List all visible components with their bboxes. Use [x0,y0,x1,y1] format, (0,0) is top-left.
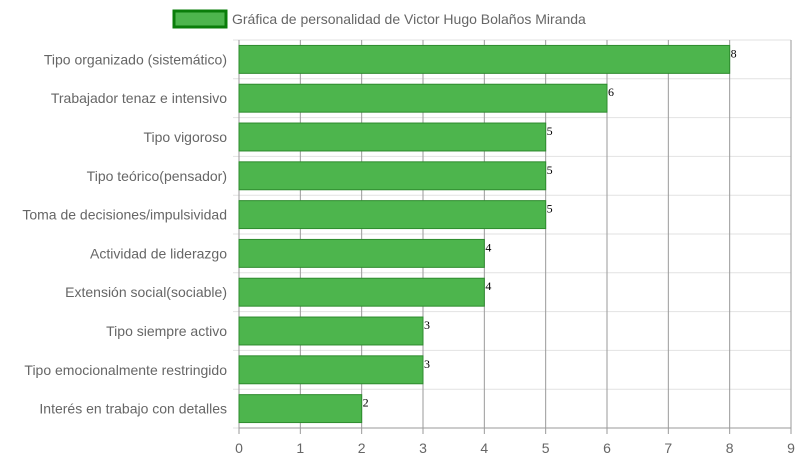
x-tick-label: 0 [235,440,243,456]
category-label: Extensión social(sociable) [65,284,227,300]
x-tick-label: 7 [664,440,672,456]
bar [238,355,424,385]
value-labels: 8 6 5 5 5 4 4 3 3 2 [363,46,737,409]
x-tick-label: 4 [480,440,488,456]
legend: Gráfica de personalidad de Victor Hugo B… [172,9,586,29]
legend-swatch [172,9,228,29]
category-label: Tipo organizado (sistemático) [44,51,227,67]
value-label: 3 [424,357,430,371]
value-label: 8 [731,46,737,60]
bars [238,44,731,424]
legend-entry-label: Gráfica de personalidad de Victor Hugo B… [232,11,586,27]
x-tick-label: 9 [787,440,795,456]
category-label: Trabajador tenaz e intensivo [51,90,227,106]
value-label: 6 [608,85,614,99]
bar [238,394,363,424]
x-tick-label: 6 [603,440,611,456]
category-label: Tipo siempre activo [106,323,227,339]
x-tick-label: 2 [358,440,366,456]
value-label: 5 [547,163,553,177]
value-label: 3 [424,318,430,332]
bar [238,277,485,307]
x-tick-labels: 0 1 2 3 4 5 6 7 8 9 [235,440,795,456]
bar [238,83,608,113]
bar [238,238,485,268]
category-label: Actividad de liderazgo [90,245,227,261]
bar [238,44,731,74]
bar [238,200,547,230]
category-label: Tipo emocionalmente restringido [24,362,227,378]
bar [238,161,547,191]
category-label: Tipo teórico(pensador) [87,168,227,184]
category-labels: Tipo organizado (sistemático) Trabajador … [22,51,227,416]
value-label: 5 [547,124,553,138]
bar [238,316,424,346]
category-label: Interés en trabajo con detalles [39,401,227,417]
x-tick-label: 5 [542,440,550,456]
bar [238,122,547,152]
value-label: 4 [485,279,491,293]
x-tick-label: 8 [726,440,734,456]
category-label: Tipo vigoroso [143,129,227,145]
value-label: 5 [547,202,553,216]
category-label: Toma de decisiones/impulsividad [22,207,227,223]
x-tick-label: 1 [296,440,304,456]
value-label: 2 [363,396,369,410]
x-tick-label: 3 [419,440,427,456]
value-label: 4 [485,240,491,254]
